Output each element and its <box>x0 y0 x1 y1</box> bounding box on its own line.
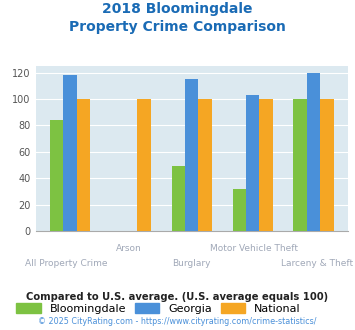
Text: Compared to U.S. average. (U.S. average equals 100): Compared to U.S. average. (U.S. average … <box>26 292 329 302</box>
Bar <box>233 189 246 231</box>
Bar <box>50 120 63 231</box>
Bar <box>320 99 334 231</box>
Bar <box>77 99 90 231</box>
Bar <box>260 99 273 231</box>
Text: © 2025 CityRating.com - https://www.cityrating.com/crime-statistics/: © 2025 CityRating.com - https://www.city… <box>38 317 317 326</box>
Bar <box>198 99 212 231</box>
Bar <box>171 166 185 231</box>
Bar <box>185 79 198 231</box>
Bar <box>137 99 151 231</box>
Text: Burglary: Burglary <box>173 259 211 268</box>
Text: Larceny & Theft: Larceny & Theft <box>280 259 353 268</box>
Legend: Bloomingdale, Georgia, National: Bloomingdale, Georgia, National <box>16 303 301 314</box>
Bar <box>294 99 307 231</box>
Text: All Property Crime: All Property Crime <box>26 259 108 268</box>
Bar <box>63 75 77 231</box>
Text: Arson: Arson <box>116 244 142 253</box>
Text: 2018 Bloomingdale
Property Crime Comparison: 2018 Bloomingdale Property Crime Compari… <box>69 2 286 34</box>
Bar <box>246 95 260 231</box>
Bar <box>307 73 320 231</box>
Text: Motor Vehicle Theft: Motor Vehicle Theft <box>210 244 298 253</box>
